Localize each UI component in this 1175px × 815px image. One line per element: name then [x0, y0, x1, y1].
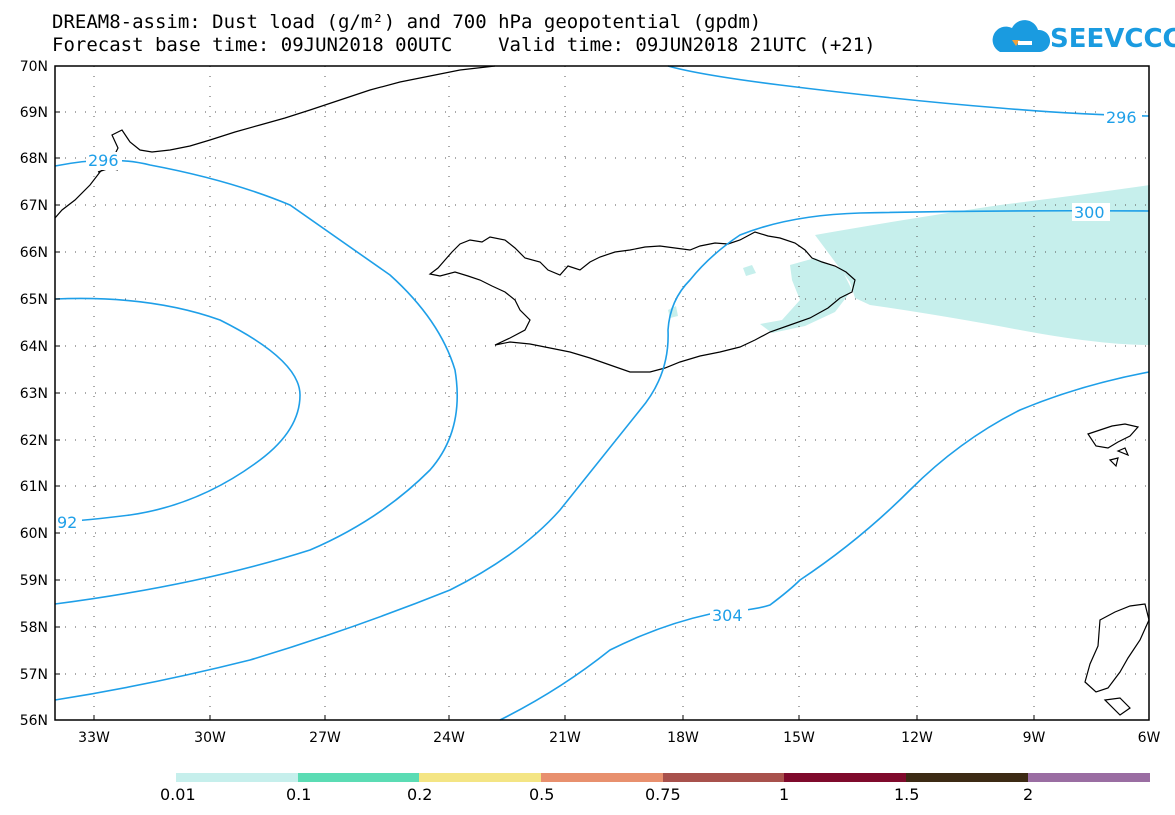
lat-labels: 70N 69N 68N 67N 66N 65N 64N 63N 62N 61N …: [20, 59, 48, 729]
greenland-coast: [54, 65, 496, 219]
contour-label-296-north: 296: [1106, 108, 1137, 127]
lon-label: 12W: [901, 730, 933, 746]
lon-label: 15W: [783, 730, 815, 746]
contour-labels: 296 296 300 304 92: [56, 108, 1142, 625]
contour-300: [54, 209, 1150, 701]
axis-ticks: [55, 111, 1035, 720]
colorbar-label: 0.1: [286, 785, 312, 804]
colorbar-label: 0.2: [407, 785, 433, 804]
lon-labels: 33W 30W 27W 24W 21W 18W 15W 12W 9W 6W: [78, 730, 1160, 746]
scotland-coast: [1084, 603, 1150, 693]
lat-label: 60N: [20, 526, 48, 542]
contour-296-west: [54, 159, 458, 605]
lat-label: 59N: [20, 573, 48, 589]
lat-label: 66N: [20, 245, 48, 261]
cloud-icon: [992, 20, 1051, 52]
lon-label: 6W: [1138, 730, 1161, 746]
lat-label: 57N: [20, 667, 48, 683]
contour-label-296-west: 296: [88, 151, 119, 170]
lat-label: 69N: [20, 105, 48, 121]
colorbar-label: 0.01: [160, 785, 196, 804]
lat-label: 68N: [20, 151, 48, 167]
lat-label: 62N: [20, 433, 48, 449]
lat-label: 58N: [20, 620, 48, 636]
contour-label-292: 92: [57, 513, 77, 532]
coastlines: [54, 65, 1150, 716]
dust-plume: [815, 185, 1150, 345]
lon-label: 30W: [194, 730, 226, 746]
colorbar-segment: [1028, 773, 1150, 782]
contour-label-300: 300: [1074, 203, 1105, 222]
colorbar-segment: [541, 773, 663, 782]
lat-label: 63N: [20, 386, 48, 402]
colorbar-segment: [176, 773, 298, 782]
lat-label: 61N: [20, 479, 48, 495]
lat-label: 70N: [20, 59, 48, 75]
map-frame: [54, 65, 1150, 721]
shetland-coast: [1087, 423, 1140, 449]
lon-label: 21W: [549, 730, 581, 746]
lon-label: 33W: [78, 730, 110, 746]
lat-label: 56N: [20, 713, 48, 729]
dust-patch-small: [743, 265, 756, 276]
colorbar-label: 0.75: [645, 785, 681, 804]
contour-label-304: 304: [712, 606, 743, 625]
iceland-coast: [428, 231, 856, 373]
colorbar-label: 1.5: [894, 785, 920, 804]
contour-304: [499, 371, 1150, 721]
seevccc-logo: SEEVCCC: [990, 18, 1175, 58]
geopotential-contours: [54, 65, 1150, 721]
colorbar-segment: [906, 773, 1028, 782]
colorbar-label: 0.5: [529, 785, 555, 804]
logo-text: SEEVCCC: [1050, 24, 1175, 54]
lat-label: 64N: [20, 339, 48, 355]
colorbar-label: 1: [779, 785, 790, 804]
dust-patch-iceland: [760, 258, 852, 333]
lat-label: 67N: [20, 198, 48, 214]
contour-292: [54, 297, 301, 523]
lon-label: 18W: [667, 730, 699, 746]
lon-label: 24W: [433, 730, 465, 746]
contour-296-north: [667, 65, 1150, 117]
grid: [55, 66, 1149, 720]
chart-title: DREAM8-assim: Dust load (g/m²) and 700 h…: [52, 11, 762, 33]
lat-label: 65N: [20, 292, 48, 308]
lon-label: 9W: [1023, 730, 1046, 746]
colorbar-segment: [663, 773, 784, 782]
chart-subtitle: Forecast base time: 09JUN2018 00UTC Vali…: [52, 34, 876, 56]
colorbar-segment: [784, 773, 906, 782]
colorbar-segment: [298, 773, 419, 782]
colorbar-label: 2: [1023, 785, 1034, 804]
lon-label: 27W: [309, 730, 341, 746]
colorbar-segment: [419, 773, 541, 782]
